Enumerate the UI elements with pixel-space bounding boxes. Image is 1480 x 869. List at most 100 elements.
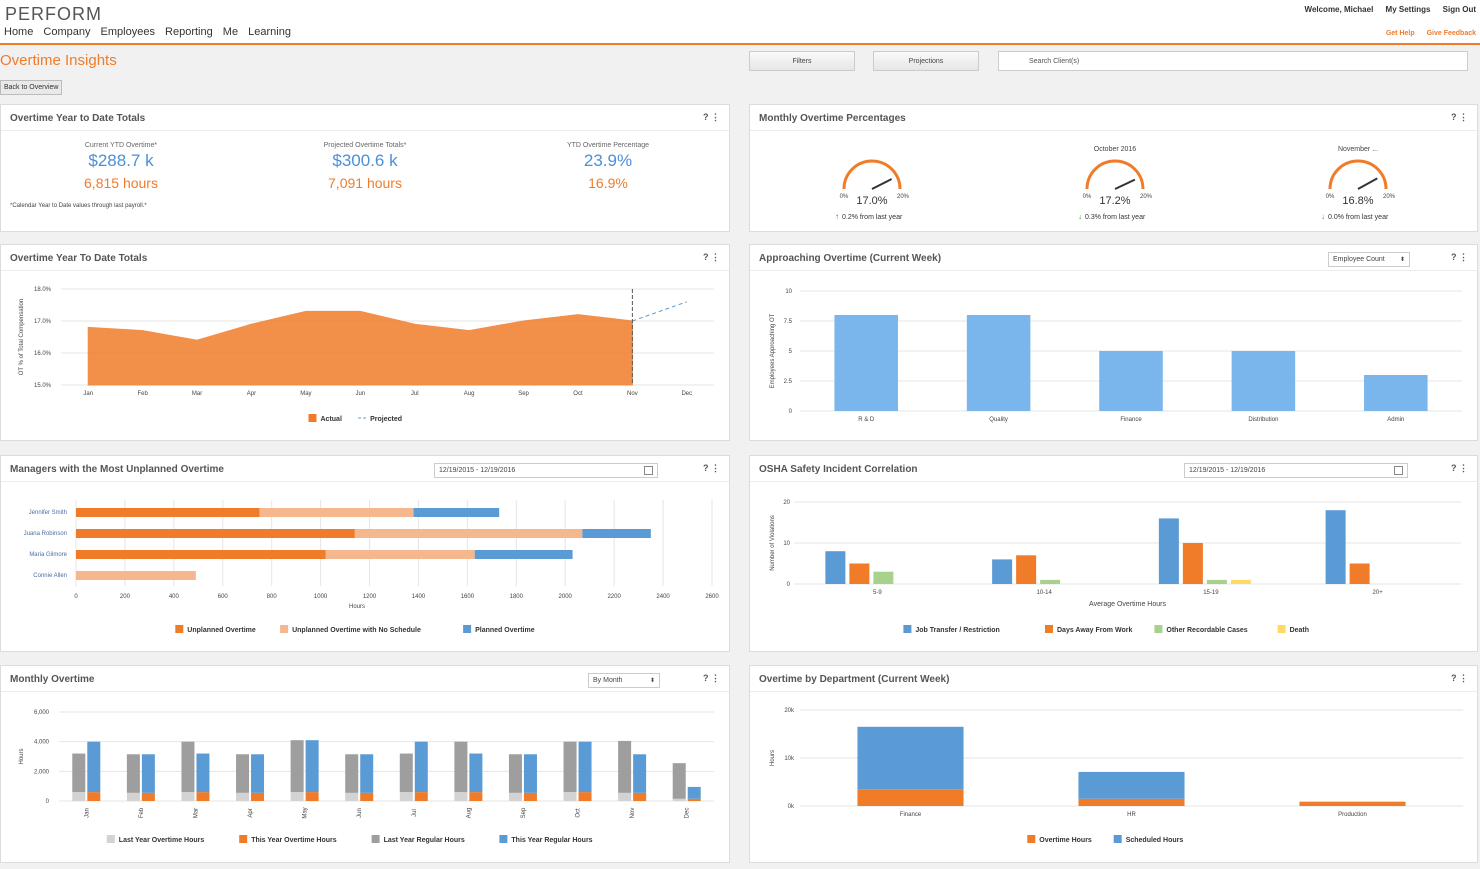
gauge-needle	[871, 178, 893, 190]
monthly-chart-svg: 0 2,000 4,000 6,000 Hours Jan Feb Mar Apr May Jun J…	[19, 710, 714, 844]
y-axis-label: OT % of Total Compensation	[19, 299, 25, 376]
osha-date-range-input[interactable]: 12/19/2015 - 12/19/2016	[1184, 463, 1408, 478]
nav-me[interactable]: Me	[222, 26, 239, 38]
legend-swatch	[371, 835, 380, 843]
bar	[849, 563, 870, 584]
y-tick-label: 0	[46, 799, 50, 805]
x-tick-label: Nov	[627, 391, 638, 397]
gauge-arrow-icon: ↓	[1321, 212, 1325, 221]
x-tick-label: 2600	[705, 594, 719, 600]
panel-title: Monthly Overtime Percentages	[759, 113, 906, 124]
x-tick-label: Jun	[357, 808, 363, 818]
bar-segment	[325, 550, 475, 559]
nav-home[interactable]: Home	[4, 26, 34, 38]
bar	[1182, 543, 1203, 584]
y-tick-label: 5	[789, 349, 793, 355]
gauge-needle	[1357, 177, 1378, 190]
nav-employees[interactable]: Employees	[100, 26, 155, 38]
bar-segment	[126, 754, 140, 793]
x-tick-label: 10-14	[1036, 590, 1052, 596]
gauge-change: 0.2% from last year	[842, 214, 903, 221]
x-tick-label: Finance	[900, 812, 922, 818]
panel-header: Overtime Year To Date Totals ? ⋮	[1, 245, 729, 271]
help-menu-icon[interactable]: ? ⋮	[703, 673, 720, 683]
nav-company[interactable]: Company	[43, 26, 91, 38]
bar	[1158, 518, 1179, 584]
help-menu-icon[interactable]: ? ⋮	[703, 252, 720, 262]
filters-button[interactable]: Filters	[749, 51, 855, 71]
search-clients-input[interactable]: Search Client(s)	[998, 51, 1468, 71]
help-menu-icon[interactable]: ? ⋮	[1451, 112, 1468, 122]
x-tick-label: 2400	[656, 594, 670, 600]
bar-segment	[399, 792, 413, 801]
x-tick-label: Jan	[83, 391, 93, 397]
y-tick-label: 10	[785, 289, 792, 295]
help-menu-icon[interactable]: ? ⋮	[703, 112, 720, 122]
kpi-value: $300.6 k	[332, 151, 398, 170]
panel-title: Overtime Year To Date Totals	[10, 253, 148, 264]
gauge-needle	[1114, 178, 1136, 190]
area-chart-svg: 15.0% 16.0% 17.0% 18.0% OT % of Total Compen…	[19, 287, 714, 423]
employee-count-select[interactable]: Employee Count ⬍	[1328, 252, 1410, 267]
x-tick-label: Aug	[464, 391, 475, 397]
legend-label: Scheduled Hours	[1126, 837, 1184, 844]
top-bar: PERFORM Home Company Employees Reporting…	[0, 0, 1480, 45]
panel-title: OSHA Safety Incident Correlation	[759, 464, 918, 475]
sign-out-link[interactable]: Sign Out	[1442, 5, 1476, 14]
give-feedback-link[interactable]: Give Feedback	[1426, 30, 1476, 37]
bar-segment	[618, 792, 632, 801]
by-month-select[interactable]: By Month ⬍	[588, 673, 660, 688]
kpi-label: Current YTD Overtime*	[84, 142, 158, 149]
x-tick-label: Oct	[573, 391, 583, 397]
get-help-link[interactable]: Get Help	[1385, 30, 1415, 37]
y-tick-label: 17.0%	[34, 319, 52, 325]
x-tick-label: Jul	[412, 809, 418, 817]
help-menu-icon[interactable]: ? ⋮	[703, 463, 720, 473]
kpi-value: $288.7 k	[88, 151, 154, 170]
date-range-value: 12/19/2015 - 12/19/2016	[1189, 467, 1266, 474]
main-nav: Home Company Employees Reporting Me Lear…	[4, 26, 298, 38]
x-tick-label: Feb	[137, 391, 148, 397]
bar-segment	[305, 792, 319, 801]
bar-segment	[259, 508, 414, 517]
panel-header: Overtime Year to Date Totals ? ⋮	[1, 105, 729, 131]
nav-learning[interactable]: Learning	[248, 26, 291, 38]
y-axis-label: Number of Violations	[770, 515, 776, 571]
x-tick-label: 400	[169, 594, 180, 600]
bar	[825, 551, 846, 584]
y-tick-label: 6,000	[34, 710, 50, 716]
bar-segment	[563, 792, 577, 801]
legend-swatch	[308, 414, 317, 422]
panel-title: Overtime by Department (Current Week)	[759, 674, 950, 685]
x-tick-label: Sep	[518, 391, 529, 397]
legend-label: Other Recordable Cases	[1166, 627, 1247, 634]
bar-segment	[474, 550, 573, 559]
x-axis-label: Hours	[349, 604, 365, 610]
x-tick-label: 1600	[461, 594, 475, 600]
bar-segment	[141, 754, 155, 793]
my-settings-link[interactable]: My Settings	[1385, 5, 1431, 14]
bar-segment	[251, 792, 265, 801]
perform-logo[interactable]: PERFORM	[5, 4, 102, 24]
managers-date-range-input[interactable]: 12/19/2015 - 12/19/2016	[434, 463, 658, 478]
x-tick-label: Oct	[576, 808, 582, 818]
bar-segment	[290, 792, 304, 801]
legend-label: Last Year Overtime Hours	[119, 837, 205, 844]
help-menu-icon[interactable]: ? ⋮	[1451, 673, 1468, 683]
help-menu-icon[interactable]: ? ⋮	[1451, 463, 1468, 473]
calendar-icon[interactable]	[644, 466, 653, 475]
calendar-icon[interactable]	[1394, 466, 1403, 475]
y-tick-label: Connie Allen	[33, 573, 67, 579]
x-tick-label: Admin	[1387, 417, 1404, 423]
kpi-label: YTD Overtime Percentage	[566, 142, 650, 149]
legend-swatch	[1277, 625, 1286, 633]
x-tick-label: 5-9	[873, 590, 882, 596]
help-menu-icon[interactable]: ? ⋮	[1451, 252, 1468, 262]
back-to-overview-button[interactable]: Back to Overview	[0, 80, 63, 95]
gauge-value: 17.2%	[1099, 195, 1130, 207]
y-tick-label: 2.5	[784, 379, 793, 385]
nav-reporting[interactable]: Reporting	[165, 26, 213, 38]
projections-button[interactable]: Projections	[873, 51, 979, 71]
bar-segment	[508, 792, 522, 801]
gauge-min: 0%	[1326, 194, 1335, 200]
